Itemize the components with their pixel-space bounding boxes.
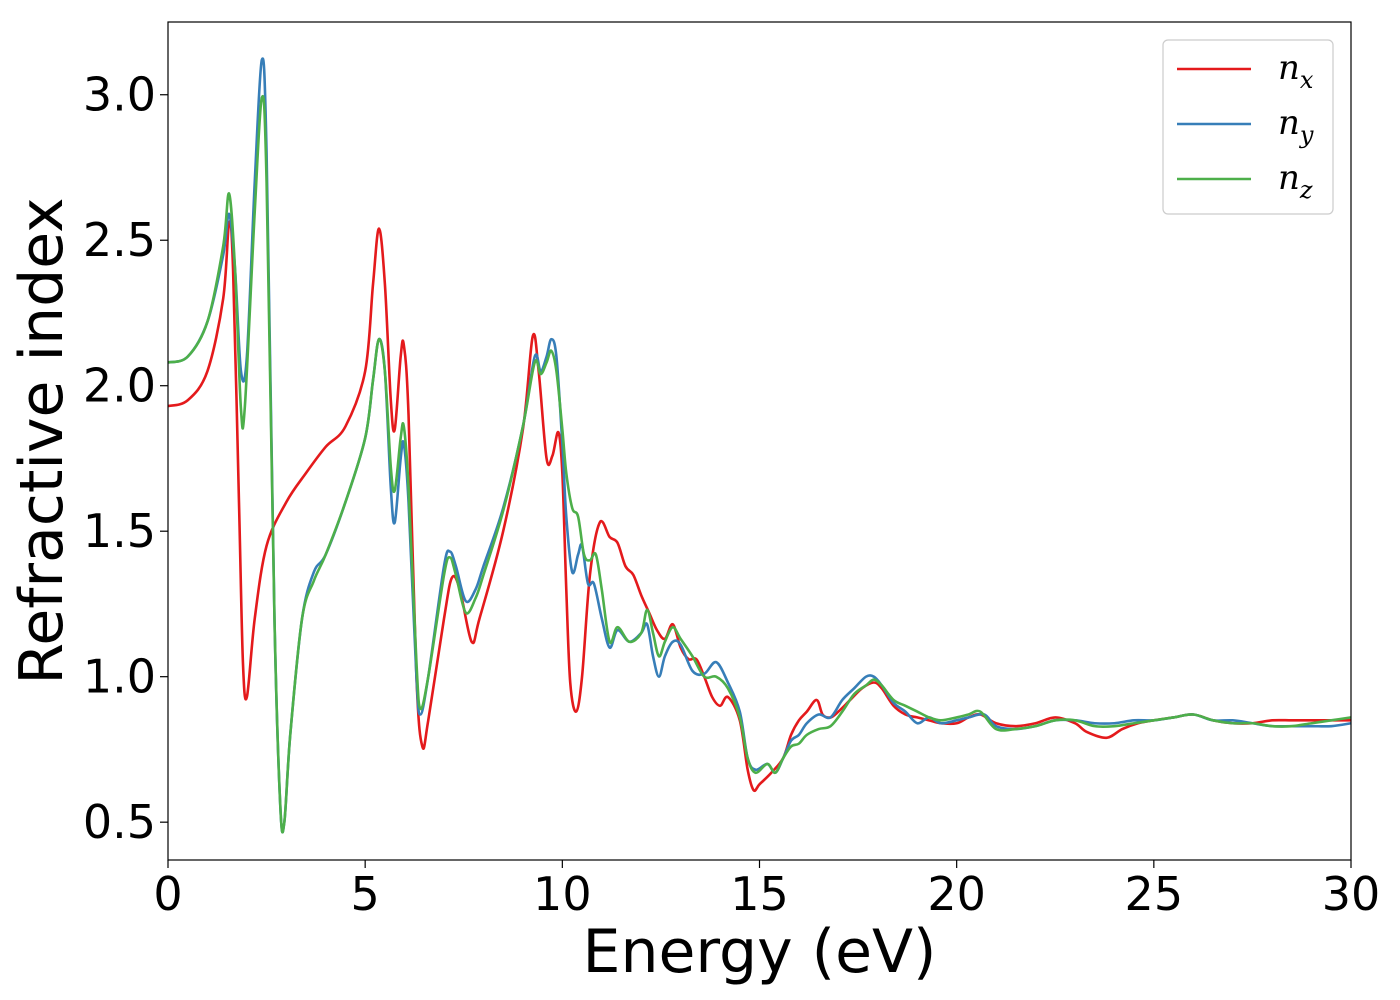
x-tick-label: 15: [730, 867, 789, 921]
x-tick-label: 10: [533, 867, 592, 921]
x-tick-label: 20: [927, 867, 986, 921]
y-tick-label: 1.0: [83, 650, 156, 704]
x-tick-label: 5: [351, 867, 380, 921]
series-line-nx: [168, 220, 1351, 793]
x-tick-label: 25: [1125, 867, 1184, 921]
x-axis-title: Energy (eV): [583, 917, 937, 987]
y-axis-ticks: 0.5 1.0 1.5 2.0 2.5 3.0: [83, 68, 168, 849]
y-tick-label: 3.0: [83, 68, 156, 122]
y-axis-title: Refractive index: [7, 197, 77, 684]
y-tick-label: 2.0: [83, 359, 156, 413]
x-tick-label: 0: [153, 867, 182, 921]
y-tick-label: 1.5: [83, 504, 156, 558]
plot-lines: [168, 57, 1351, 834]
y-tick-label: 0.5: [83, 795, 156, 849]
legend-box: [1162, 39, 1334, 215]
x-axis-ticks: 0 5 10 15 20 25 30: [153, 860, 1380, 921]
series-line-nz: [168, 94, 1351, 834]
y-tick-label: 2.5: [83, 213, 156, 267]
x-tick-label: 30: [1322, 867, 1381, 921]
